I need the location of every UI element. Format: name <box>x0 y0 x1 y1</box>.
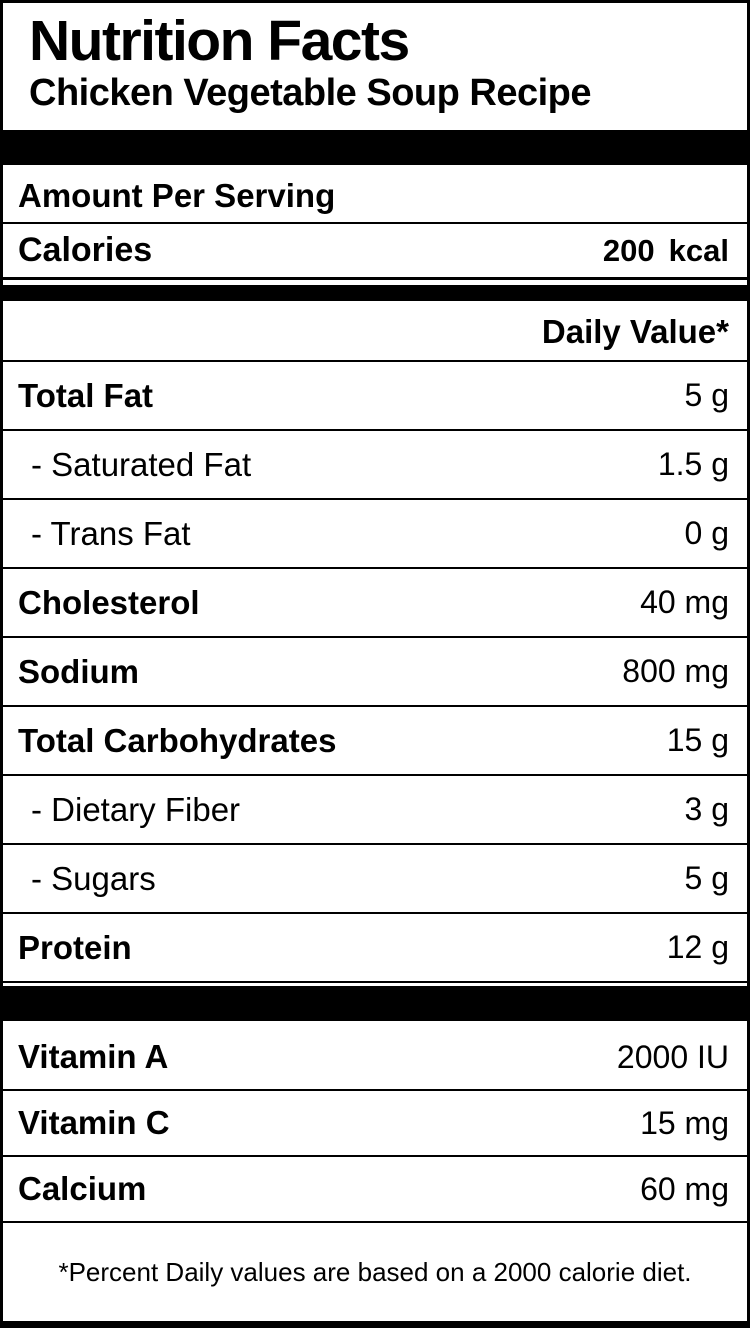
vitamin-label: Calcium <box>18 1170 147 1207</box>
nutrient-row-sugars: - Sugars 5 g <box>3 845 747 914</box>
nutrient-label: - Dietary Fiber <box>31 790 241 828</box>
nutrient-value: 0 g <box>684 515 729 551</box>
recipe-subtitle: Chicken Vegetable Soup Recipe <box>29 72 592 114</box>
nutrient-value: 12 g <box>666 929 729 965</box>
nutrient-value: 15 g <box>666 722 729 758</box>
nutrient-row-sodium: Sodium 800 mg <box>3 638 747 707</box>
calories-value: 200 kcal <box>603 233 729 269</box>
nutrient-value: 800 mg <box>622 653 729 689</box>
calories-unit: kcal <box>668 232 729 268</box>
amount-per-serving-label: Amount Per Serving <box>18 177 336 214</box>
nutrient-row-cholesterol: Cholesterol 40 mg <box>3 569 747 638</box>
nutrient-row-protein: Protein 12 g <box>3 914 747 983</box>
vitamin-value: 60 mg <box>640 1170 729 1207</box>
amount-per-serving-row: Amount Per Serving <box>3 170 747 224</box>
daily-value-header: Daily Value* <box>541 313 729 350</box>
nutrient-label: Protein <box>18 928 132 966</box>
section-divider-bar <box>3 285 747 301</box>
footnote: *Percent Daily values are based on a 200… <box>58 1256 692 1287</box>
nutrient-row-total-carbohydrates: Total Carbohydrates 15 g <box>3 707 747 776</box>
vitamin-label: Vitamin C <box>18 1104 170 1141</box>
section-divider-bar <box>3 130 747 165</box>
page-title: Nutrition Facts <box>29 9 410 73</box>
vitamin-value: 15 mg <box>640 1104 729 1141</box>
nutrient-row-saturated-fat: - Saturated Fat 1.5 g <box>3 431 747 500</box>
calories-label: Calories <box>18 231 153 269</box>
nutrient-row-dietary-fiber: - Dietary Fiber 3 g <box>3 776 747 845</box>
vitamin-label: Vitamin A <box>18 1038 169 1075</box>
nutrient-label: Total Fat <box>18 376 154 414</box>
calories-row: Calories 200 kcal <box>3 224 747 280</box>
nutrient-value: 5 g <box>684 860 729 896</box>
nutrient-label: Sodium <box>18 652 139 690</box>
nutrient-value: 3 g <box>684 791 729 827</box>
vitamin-row-calcium: Calcium 60 mg <box>3 1157 747 1223</box>
nutrient-value: 40 mg <box>640 584 729 620</box>
vitamin-value: 2000 IU <box>616 1038 729 1075</box>
nutrient-label: Total Carbohydrates <box>18 721 337 759</box>
label-header: Nutrition Facts Chicken Vegetable Soup R… <box>3 3 747 127</box>
nutrient-label: - Sugars <box>31 859 156 897</box>
nutrient-label: Cholesterol <box>18 583 200 621</box>
section-divider-bar <box>3 986 747 1021</box>
nutrient-label: - Saturated Fat <box>31 445 252 483</box>
vitamin-row-vitamin-a: Vitamin A 2000 IU <box>3 1025 747 1091</box>
nutrient-label: - Trans Fat <box>31 514 191 552</box>
vitamin-row-vitamin-c: Vitamin C 15 mg <box>3 1091 747 1157</box>
nutrient-row-total-fat: Total Fat 5 g <box>3 362 747 431</box>
nutrient-value: 1.5 g <box>657 446 729 482</box>
calories-number: 200 <box>602 232 655 268</box>
nutrient-value: 5 g <box>684 377 729 413</box>
daily-value-header-row: Daily Value* <box>3 304 747 362</box>
nutrient-row-trans-fat: - Trans Fat 0 g <box>3 500 747 569</box>
